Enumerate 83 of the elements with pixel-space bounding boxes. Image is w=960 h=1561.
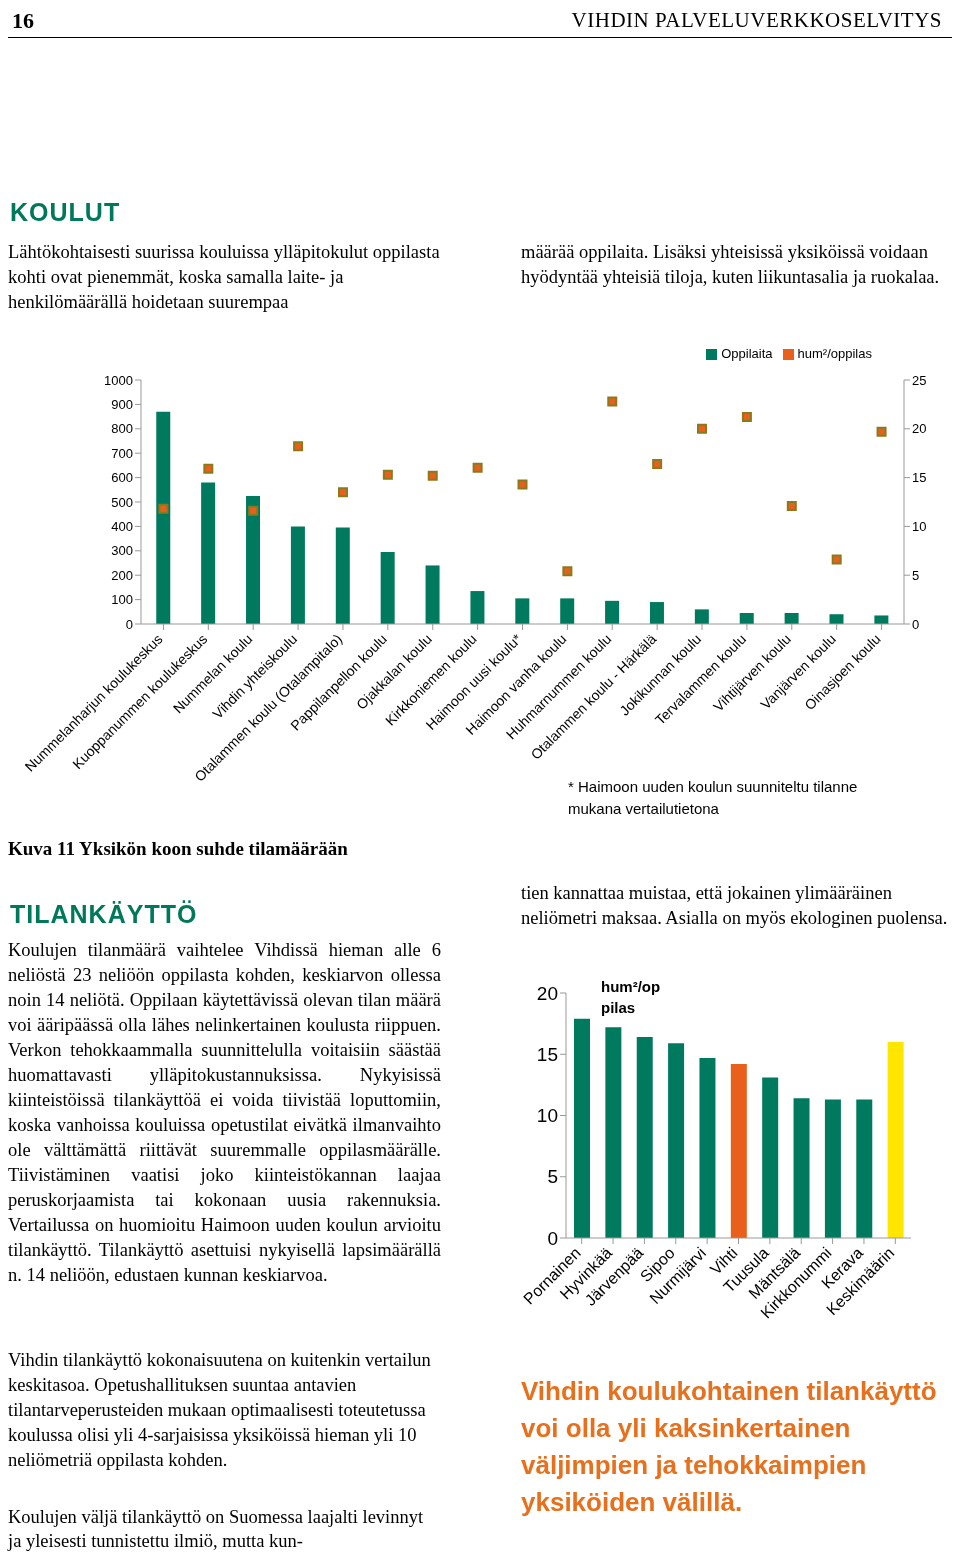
point xyxy=(293,441,304,452)
y-tick-label: 1000 xyxy=(104,372,133,388)
bar xyxy=(887,1042,904,1238)
text: Vihdin tilankäyttö kokonaisuutena on kuitenkin vertailun keskitasoa. Opetushallituksen suuntaa antavien tilantarveperusteiden mukaan optimaalisesti toteutetussa koulussa olisi yli 4-sarjaisissa yksiköissä hieman yli 10 neliömetriä oppilasta kohden. xyxy=(8,1349,432,1472)
bar xyxy=(201,482,216,624)
y2-tick-label: 10 xyxy=(912,519,927,535)
bar xyxy=(762,1077,779,1238)
text: TILANKÄYTTÖ xyxy=(10,900,198,929)
y-tick-label: 10 xyxy=(536,1105,558,1127)
point xyxy=(562,566,573,577)
bar xyxy=(425,565,440,624)
bar xyxy=(730,1064,747,1238)
y-tick-label: 900 xyxy=(111,397,133,413)
text: määrää oppilaita. Lisäksi yhteisissä yksiköissä voidaan hyödyntää yhteisiä tiloja, kuten liikuntasalia ja ruokalaa. xyxy=(521,241,941,289)
y-axis-title: hum²/oppilas xyxy=(601,977,661,1018)
text: VIHDIN PALVELUVERKKOSELVITYS xyxy=(571,8,942,33)
y-tick-label: 15 xyxy=(536,1043,558,1065)
bar xyxy=(156,411,171,624)
bar xyxy=(560,598,575,624)
y-tick-label: 0 xyxy=(547,1227,558,1249)
point xyxy=(786,500,797,511)
bar xyxy=(515,598,530,624)
point xyxy=(517,479,528,490)
y-tick-label: 700 xyxy=(111,445,133,461)
bar xyxy=(380,552,395,624)
y-tick-label: 500 xyxy=(111,494,133,510)
bar xyxy=(605,600,620,624)
point xyxy=(831,554,842,565)
text: Vihdin koulukohtainen tilankäyttö voi olla yli kaksinkertainen väljimpien ja tehokkaimpien yksiköiden välillä. xyxy=(521,1375,938,1519)
legend-label: hum²/oppilas xyxy=(797,346,872,361)
bar xyxy=(739,613,754,624)
bar xyxy=(699,1057,716,1238)
text: * Haimoon uuden koulun suunniteltu tilanne mukana vertailutietona xyxy=(568,777,859,819)
bar xyxy=(470,591,485,624)
bar xyxy=(694,609,709,624)
point xyxy=(248,505,259,516)
y-tick-label: 200 xyxy=(111,567,133,583)
y-tick-label: 100 xyxy=(111,592,133,608)
point xyxy=(876,426,887,437)
text: tien kannattaa muistaa, että jokainen ylimääräinen neliömetri maksaa. Asialla on myös ekologinen puolensa. xyxy=(521,882,949,930)
bar xyxy=(829,614,844,624)
point xyxy=(741,412,752,423)
bar xyxy=(246,495,261,624)
point xyxy=(652,458,663,469)
y2-tick-label: 5 xyxy=(912,567,920,583)
text: KOULUT xyxy=(10,198,121,227)
y2-tick-label: 15 xyxy=(912,470,927,486)
y-tick-label: 400 xyxy=(111,519,133,535)
bar xyxy=(290,526,305,624)
point xyxy=(203,463,214,474)
bar xyxy=(605,1027,622,1238)
y2-tick-label: 0 xyxy=(912,616,920,632)
y-tick-label: 800 xyxy=(111,421,133,437)
point xyxy=(697,423,708,434)
y2-tick-label: 25 xyxy=(912,372,927,388)
y-tick-label: 20 xyxy=(536,982,558,1004)
y-tick-label: 300 xyxy=(111,543,133,559)
bar xyxy=(574,1018,590,1238)
bar xyxy=(824,1099,841,1238)
text: 16 xyxy=(12,8,34,34)
text: Kuva 11 Yksikön koon suhde tilamäärään xyxy=(8,838,348,860)
text: Koulujen väljä tilankäyttö on Suomessa laajalti levinnyt ja yleisesti tunnistettu ilmiö, mutta kun- xyxy=(8,1506,425,1553)
bar xyxy=(793,1098,810,1238)
bar xyxy=(784,613,799,624)
point xyxy=(472,462,483,473)
bar xyxy=(636,1037,653,1238)
point xyxy=(382,469,393,480)
y2-tick-label: 20 xyxy=(912,421,927,437)
point xyxy=(158,503,169,514)
bar xyxy=(649,602,664,624)
y-tick-label: 600 xyxy=(111,470,133,486)
point xyxy=(337,487,348,498)
y-tick-label: 0 xyxy=(125,616,133,632)
text: Koulujen tilanmäärä vaihtelee Vihdissä hieman alle 6 neliöstä 23 neliöön oppilasta kohden, keskiarvon ollessa noin 14 neliötä. Oppilaan käytettävissä olevan tilan määrä voi ääripäässä olla lähes nelinkertainen koulusta riippuen. Verkon tehokkaammalla suunnittelulla voitaisiin säästää huomattavasti ylläpitokustannuksissa. Nykyisissä kiinteistöissä tilankäyttöä ei voida tiivistää loputtomiin, koska vanhoissa kouluissa opetustilat eivätkä ilmanvaihto ole välttämättä riittävät suuremmalle oppilasmäärälle. Tiivistäminen vaatisi joko kiinteistökannan laajaa peruskorjaamista tai kokonaan uusia rakennuksia. Vertailussa on huomioitu Haimoon uuden koulun arvioitu tilankäyttö. Tilankäyttö asettuisi nykyisellä lapsimäärällä n. 14 neliöön, edustaen kunnan keskiarvoa. xyxy=(8,940,441,1285)
y-tick-label: 5 xyxy=(547,1166,558,1188)
point xyxy=(607,396,618,407)
point xyxy=(427,470,438,481)
bar xyxy=(668,1043,685,1238)
bar xyxy=(856,1099,873,1238)
text: Lähtökohtaisesti suurissa kouluissa ylläpitokulut oppilasta kohti ovat pienemmät, koska samalla laite- ja henkilömäärällä hoidetaan suurempaa xyxy=(8,241,441,314)
bar xyxy=(874,615,889,624)
bar xyxy=(335,527,350,624)
legend-label: Oppilaita xyxy=(721,346,773,361)
